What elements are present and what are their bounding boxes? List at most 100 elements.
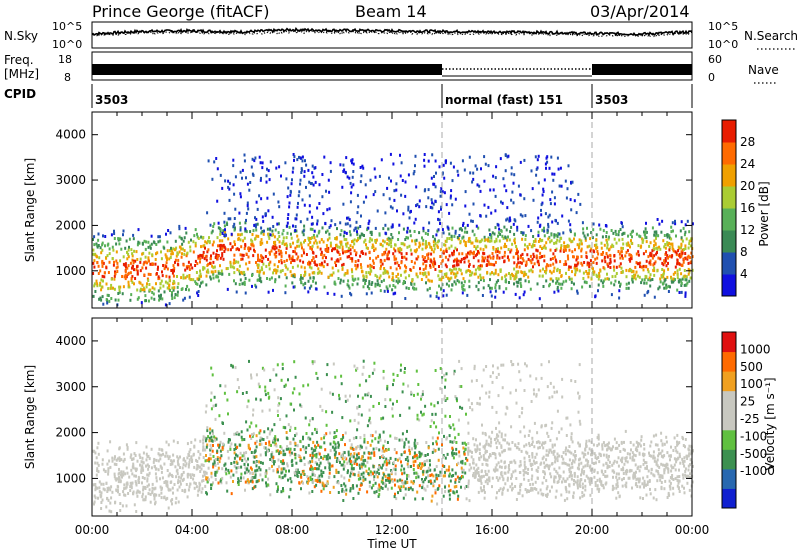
- echo-cell: [431, 262, 434, 266]
- echo-cell: [545, 479, 548, 483]
- echo-cell: [515, 273, 518, 277]
- echo-cell: [570, 180, 572, 184]
- echo-cell: [271, 459, 273, 462]
- echo-cell: [304, 281, 307, 285]
- echo-cell: [688, 476, 691, 479]
- echo-cell: [678, 267, 681, 271]
- echo-cell: [171, 486, 174, 490]
- echo-cell: [100, 285, 103, 289]
- echo-cell: [449, 440, 452, 444]
- echo-cell: [410, 281, 413, 285]
- echo-cell: [503, 250, 506, 254]
- echo-cell: [498, 285, 501, 289]
- echo-cell: [205, 454, 207, 457]
- echo-cell: [305, 253, 308, 256]
- echo-cell: [523, 463, 526, 467]
- echo-cell: [406, 455, 409, 459]
- echo-cell: [574, 273, 577, 277]
- echo-cell: [653, 230, 656, 234]
- echo-cell: [469, 273, 471, 277]
- echo-cell: [144, 486, 147, 489]
- echo-cell: [527, 479, 530, 482]
- echo-cell: [418, 484, 421, 488]
- echo-cell: [461, 236, 464, 240]
- echo-cell: [216, 249, 218, 253]
- echo-cell: [606, 474, 609, 478]
- echo-cell: [292, 274, 295, 278]
- echo-cell: [301, 230, 304, 234]
- echo-cell: [508, 238, 511, 242]
- echo-cell: [655, 252, 658, 256]
- echo-cell: [588, 261, 591, 265]
- echo-cell: [129, 455, 132, 459]
- echo-cell: [533, 487, 536, 491]
- echo-cell: [568, 275, 571, 279]
- echo-cell: [402, 227, 405, 231]
- echo-cell: [488, 443, 490, 447]
- echo-cell: [265, 484, 268, 488]
- echo-cell: [368, 280, 371, 284]
- echo-cell: [416, 275, 419, 279]
- echo-cell: [382, 430, 385, 434]
- echo-cell: [256, 468, 259, 472]
- echo-cell: [497, 478, 500, 482]
- echo-cell: [171, 271, 174, 275]
- echo-cell: [127, 248, 130, 252]
- echo-cell: [96, 284, 99, 288]
- echo-cell: [122, 459, 125, 463]
- echo-cell: [614, 446, 617, 450]
- echo-cell: [96, 461, 99, 465]
- echo-cell: [240, 270, 243, 274]
- echo-cell: [635, 261, 638, 265]
- echo-cell: [567, 164, 570, 168]
- echo-cell: [504, 433, 507, 437]
- echo-cell: [482, 286, 485, 290]
- echo-cell: [148, 288, 151, 292]
- echo-cell: [202, 435, 205, 439]
- echo-cell: [285, 469, 287, 473]
- echo-cell: [676, 433, 679, 437]
- echo-cell: [161, 270, 163, 274]
- echo-cell: [485, 450, 488, 453]
- echo-cell: [365, 292, 368, 296]
- echo-cell: [456, 463, 458, 467]
- echo-cell: [393, 255, 396, 259]
- echo-cell: [241, 458, 244, 462]
- echo-cell: [238, 272, 241, 276]
- echo-cell: [664, 278, 667, 282]
- echo-cell: [292, 250, 295, 253]
- echo-cell: [519, 463, 522, 467]
- echo-cell: [194, 264, 197, 267]
- echo-cell: [353, 242, 356, 246]
- echo-cell: [114, 298, 117, 302]
- echo-cell: [385, 478, 387, 482]
- echo-cell: [100, 482, 103, 486]
- echo-cell: [200, 467, 203, 471]
- echo-cell: [251, 487, 254, 491]
- echo-cell: [155, 476, 158, 480]
- echo-cell: [437, 458, 440, 462]
- echo-cell: [475, 438, 477, 442]
- echo-cell: [281, 232, 284, 236]
- echo-cell: [341, 185, 344, 189]
- echo-cell: [490, 294, 493, 298]
- echo-cell: [326, 263, 329, 267]
- echo-cell: [560, 286, 563, 290]
- echo-cell: [122, 490, 125, 494]
- echo-cell: [496, 433, 498, 437]
- echo-cell: [230, 462, 233, 465]
- echo-cell: [128, 475, 131, 479]
- echo-cell: [404, 194, 407, 198]
- echo-cell: [322, 471, 325, 474]
- cpid-row: CPID 3503 normal (fast) 151 3503: [4, 84, 693, 108]
- echo-cell: [464, 471, 467, 475]
- echo-cell: [212, 260, 215, 264]
- echo-cell: [570, 477, 573, 481]
- echo-cell: [621, 254, 623, 258]
- echo-cell: [180, 288, 183, 291]
- echo-cell: [223, 211, 226, 215]
- echo-cell: [294, 246, 297, 250]
- echo-cell: [531, 455, 534, 459]
- echo-cell: [203, 266, 206, 270]
- echo-cell: [400, 273, 402, 277]
